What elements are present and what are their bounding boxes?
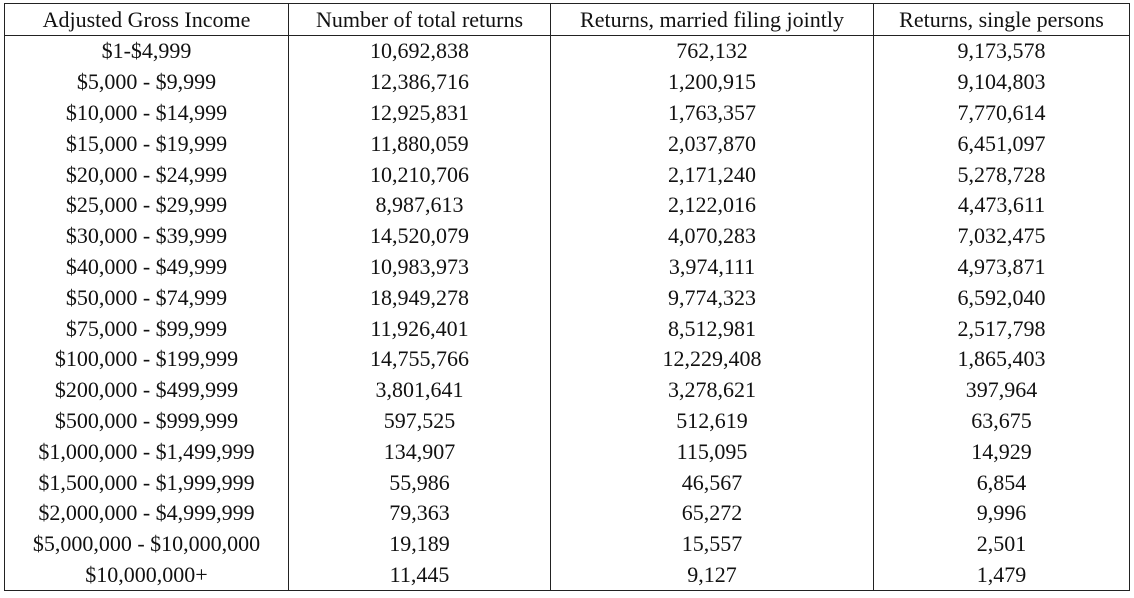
cell-married-jointly: 46,567 (550, 467, 874, 498)
cell-married-jointly: 2,171,240 (550, 159, 874, 190)
cell-total-returns: 19,189 (288, 528, 551, 560)
table-row: $200,000 - $499,999 3,801,641 3,278,621 397… (4, 374, 1130, 406)
cell-single-persons: 4,973,871 (873, 251, 1130, 283)
table-row: $15,000 - $19,999 11,880,059 2,037,870 6,45… (4, 128, 1130, 160)
cell-single-persons: 6,592,040 (873, 282, 1130, 314)
cell-married-jointly: 1,763,357 (550, 97, 874, 129)
cell-agi-range: $2,000,000 - $4,999,999 (4, 497, 289, 529)
cell-total-returns: 597,525 (288, 405, 551, 437)
cell-single-persons: 14,929 (873, 436, 1130, 468)
cell-agi-range: $75,000 - $99,999 (4, 313, 289, 344)
cell-married-jointly: 65,272 (550, 497, 874, 529)
table-row: $2,000,000 - $4,999,999 79,363 65,272 9,996 (4, 497, 1130, 529)
cell-agi-range: $30,000 - $39,999 (4, 220, 289, 252)
cell-total-returns: 79,363 (288, 497, 551, 529)
table-row: $1-$4,999 10,692,838 762,132 9,173,578 (4, 35, 1130, 67)
cell-total-returns: 12,925,831 (288, 97, 551, 129)
cell-single-persons: 2,517,798 (873, 313, 1130, 344)
cell-total-returns: 11,445 (288, 559, 551, 592)
cell-single-persons: 9,996 (873, 497, 1130, 529)
cell-agi-range: $10,000 - $14,999 (4, 97, 289, 129)
cell-agi-range: $1,000,000 - $1,499,999 (4, 436, 289, 468)
cell-single-persons: 4,473,611 (873, 189, 1130, 221)
table-row: $20,000 - $24,999 10,210,706 2,171,240 5,27… (4, 159, 1130, 190)
table-row: $1,500,000 - $1,999,999 55,986 46,567 6,854 (4, 467, 1130, 498)
cell-agi-range: $500,000 - $999,999 (4, 405, 289, 437)
cell-agi-range: $200,000 - $499,999 (4, 374, 289, 406)
header-total-returns: Number of total returns (288, 3, 551, 36)
cell-married-jointly: 2,037,870 (550, 128, 874, 160)
cell-agi-range: $40,000 - $49,999 (4, 251, 289, 283)
header-married-jointly: Returns, married filing jointly (550, 3, 874, 36)
cell-married-jointly: 3,278,621 (550, 374, 874, 406)
cell-agi-range: $1,500,000 - $1,999,999 (4, 467, 289, 498)
cell-total-returns: 14,755,766 (288, 343, 551, 375)
table-row: $5,000,000 - $10,000,000 19,189 15,557 2,50… (4, 528, 1130, 560)
cell-married-jointly: 3,974,111 (550, 251, 874, 283)
cell-married-jointly: 4,070,283 (550, 220, 874, 252)
cell-total-returns: 10,210,706 (288, 159, 551, 190)
table-header: Adjusted Gross Income Number of total re… (4, 3, 1130, 36)
cell-agi-range: $25,000 - $29,999 (4, 189, 289, 221)
cell-single-persons: 1,479 (873, 559, 1130, 592)
cell-agi-range: $100,000 - $199,999 (4, 343, 289, 375)
cell-total-returns: 12,386,716 (288, 66, 551, 98)
cell-total-returns: 14,520,079 (288, 220, 551, 252)
cell-agi-range: $1-$4,999 (4, 35, 289, 67)
cell-single-persons: 6,854 (873, 467, 1130, 498)
header-row: Adjusted Gross Income Number of total re… (4, 3, 1130, 36)
table-row: $1,000,000 - $1,499,999 134,907 115,095 14,… (4, 436, 1130, 468)
cell-total-returns: 55,986 (288, 467, 551, 498)
cell-married-jointly: 8,512,981 (550, 313, 874, 344)
cell-total-returns: 10,983,973 (288, 251, 551, 283)
cell-agi-range: $10,000,000+ (4, 559, 289, 592)
table-row: $50,000 - $74,999 18,949,278 9,774,323 6,59… (4, 282, 1130, 314)
cell-single-persons: 63,675 (873, 405, 1130, 437)
cell-married-jointly: 9,774,323 (550, 282, 874, 314)
returns-by-agi-table: Adjusted Gross Income Number of total re… (4, 3, 1130, 592)
cell-total-returns: 11,926,401 (288, 313, 551, 344)
cell-single-persons: 9,173,578 (873, 35, 1130, 67)
cell-married-jointly: 115,095 (550, 436, 874, 468)
cell-single-persons: 7,770,614 (873, 97, 1130, 129)
table-row: $5,000 - $9,999 12,386,716 1,200,915 9,104,… (4, 66, 1130, 98)
cell-total-returns: 3,801,641 (288, 374, 551, 406)
cell-single-persons: 6,451,097 (873, 128, 1130, 160)
cell-agi-range: $50,000 - $74,999 (4, 282, 289, 314)
cell-agi-range: $15,000 - $19,999 (4, 128, 289, 160)
cell-single-persons: 5,278,728 (873, 159, 1130, 190)
cell-single-persons: 9,104,803 (873, 66, 1130, 98)
cell-married-jointly: 12,229,408 (550, 343, 874, 375)
table-row: $100,000 - $199,999 14,755,766 12,229,408 1… (4, 343, 1130, 375)
table-row: $40,000 - $49,999 10,983,973 3,974,111 4,97… (4, 251, 1130, 283)
cell-agi-range: $5,000 - $9,999 (4, 66, 289, 98)
cell-total-returns: 8,987,613 (288, 189, 551, 221)
table-row: $75,000 - $99,999 11,926,401 8,512,981 2,51… (4, 313, 1130, 344)
header-single-persons: Returns, single persons (873, 3, 1130, 36)
cell-total-returns: 10,692,838 (288, 35, 551, 67)
table-row: $30,000 - $39,999 14,520,079 4,070,283 7,03… (4, 220, 1130, 252)
cell-married-jointly: 15,557 (550, 528, 874, 560)
cell-married-jointly: 2,122,016 (550, 189, 874, 221)
cell-married-jointly: 512,619 (550, 405, 874, 437)
cell-total-returns: 134,907 (288, 436, 551, 468)
header-agi: Adjusted Gross Income (4, 3, 289, 36)
cell-total-returns: 11,880,059 (288, 128, 551, 160)
table-row: $25,000 - $29,999 8,987,613 2,122,016 4,473… (4, 189, 1130, 221)
cell-single-persons: 397,964 (873, 374, 1130, 406)
cell-single-persons: 1,865,403 (873, 343, 1130, 375)
cell-married-jointly: 762,132 (550, 35, 874, 67)
cell-married-jointly: 1,200,915 (550, 66, 874, 98)
cell-married-jointly: 9,127 (550, 559, 874, 592)
table-body: $1-$4,999 10,692,838 762,132 9,173,578 $5,00… (4, 35, 1130, 592)
table-row: $10,000,000+ 11,445 9,127 1,479 (4, 559, 1130, 592)
cell-agi-range: $20,000 - $24,999 (4, 159, 289, 190)
cell-total-returns: 18,949,278 (288, 282, 551, 314)
table-row: $500,000 - $999,999 597,525 512,619 63,675 (4, 405, 1130, 437)
table-row: $10,000 - $14,999 12,925,831 1,763,357 7,77… (4, 97, 1130, 129)
cell-single-persons: 7,032,475 (873, 220, 1130, 252)
cell-single-persons: 2,501 (873, 528, 1130, 560)
cell-agi-range: $5,000,000 - $10,000,000 (4, 528, 289, 560)
